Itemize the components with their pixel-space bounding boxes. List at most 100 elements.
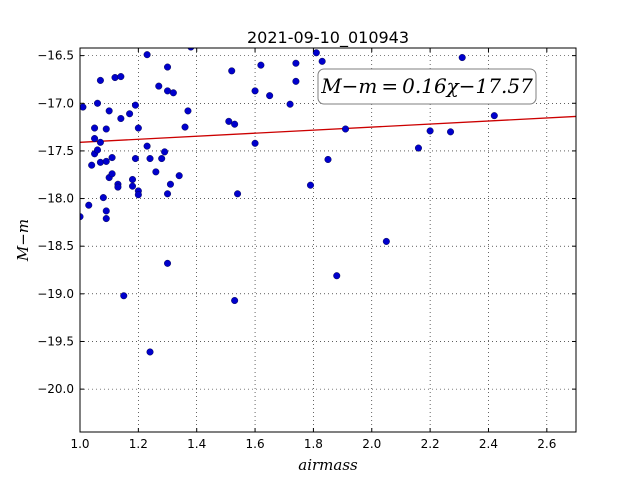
chart-title: 2021-09-10_010943 (247, 28, 409, 48)
data-point (292, 77, 300, 85)
data-point (134, 124, 142, 132)
y-tick-label: −19.5 (37, 334, 74, 348)
data-point (102, 207, 110, 215)
data-point (257, 61, 265, 69)
data-point (187, 48, 195, 51)
data-point (458, 54, 466, 62)
data-point (312, 49, 320, 57)
y-tick-label: −17.0 (37, 96, 74, 110)
data-point (184, 107, 192, 115)
data-point (161, 148, 169, 156)
data-point (158, 155, 166, 163)
data-point (333, 272, 341, 280)
data-point (164, 190, 172, 198)
data-point (169, 89, 177, 97)
data-point (94, 99, 102, 107)
data-point (251, 139, 259, 147)
data-point (88, 161, 96, 169)
fit-annotation: M−m = 0.16χ−17.57 (317, 68, 537, 105)
fit-annotation-box (317, 68, 537, 105)
y-axis-label: M−m (14, 219, 32, 262)
data-point (134, 191, 142, 199)
data-point (96, 138, 104, 146)
y-tick-label: −18.0 (37, 192, 74, 206)
y-tick-label: −16.5 (37, 49, 74, 63)
data-point (155, 82, 163, 90)
data-point (490, 112, 498, 120)
data-point (126, 110, 134, 118)
axis-ticks: 1.0 1.2 1.4 1.6 1.8 2.0 2.2 2.4 2.6 −16.5 −17.0 −17… (37, 48, 576, 451)
y-tick-label: −20.0 (37, 382, 74, 396)
data-point (80, 213, 84, 221)
grid (79, 48, 576, 432)
data-point (251, 87, 259, 95)
data-point (96, 76, 104, 84)
data-point (102, 125, 110, 133)
x-tick-label: 1.2 (129, 437, 148, 451)
data-point (166, 180, 174, 188)
y-tick-label: −18.5 (37, 239, 74, 253)
x-tick-label: 1.6 (246, 437, 265, 451)
data-point (85, 201, 93, 209)
data-point (414, 144, 422, 152)
x-tick-label: 1.0 (70, 437, 89, 451)
data-point (94, 146, 102, 154)
data-point (91, 124, 99, 132)
fit-line-group (79, 115, 577, 143)
data-point (447, 128, 455, 136)
x-tick-label: 2.6 (537, 437, 556, 451)
y-tick-label: −19.0 (37, 287, 74, 301)
data-point (131, 155, 139, 163)
data-point (129, 182, 137, 190)
x-tick-label: 2.2 (421, 437, 440, 451)
data-point (146, 348, 154, 356)
data-point (164, 87, 172, 95)
plot-frame (79, 47, 577, 433)
data-point (426, 127, 434, 135)
data-point (131, 101, 139, 109)
data-point (91, 135, 99, 143)
data-point (318, 57, 326, 65)
data-point (143, 51, 151, 59)
data-point (117, 73, 125, 81)
data-point (143, 142, 151, 150)
data-points (80, 48, 498, 356)
data-point (181, 123, 189, 131)
data-point (286, 100, 294, 108)
fit-annotation-text: M−m = 0.16χ−17.57 (320, 74, 533, 98)
data-point (102, 157, 110, 165)
data-point (108, 170, 116, 178)
data-point (225, 117, 233, 125)
data-point (117, 115, 125, 123)
data-point (105, 107, 113, 115)
data-point (96, 158, 104, 166)
x-tick-label: 2.0 (362, 437, 381, 451)
data-point (228, 67, 236, 75)
data-point (164, 63, 172, 71)
data-point (292, 59, 300, 67)
x-tick-label: 2.4 (479, 437, 498, 451)
fit-line (79, 115, 577, 143)
y-tick-label: −17.5 (37, 144, 74, 158)
data-point (120, 292, 128, 300)
data-point (102, 215, 110, 223)
data-point (152, 168, 160, 176)
data-point (231, 120, 239, 128)
data-point (382, 237, 390, 245)
data-point (306, 181, 314, 189)
data-point (231, 297, 239, 305)
data-point (99, 194, 107, 202)
data-point (234, 190, 242, 198)
x-tick-label: 1.4 (187, 437, 206, 451)
data-point (114, 183, 122, 191)
data-point (108, 154, 116, 162)
data-point (111, 74, 119, 82)
data-point (324, 155, 332, 163)
x-tick-label: 1.8 (304, 437, 323, 451)
data-point (266, 92, 274, 100)
data-point (342, 125, 350, 133)
data-point (129, 175, 137, 183)
x-axis-label: airmass (298, 456, 358, 474)
data-point (164, 259, 172, 267)
